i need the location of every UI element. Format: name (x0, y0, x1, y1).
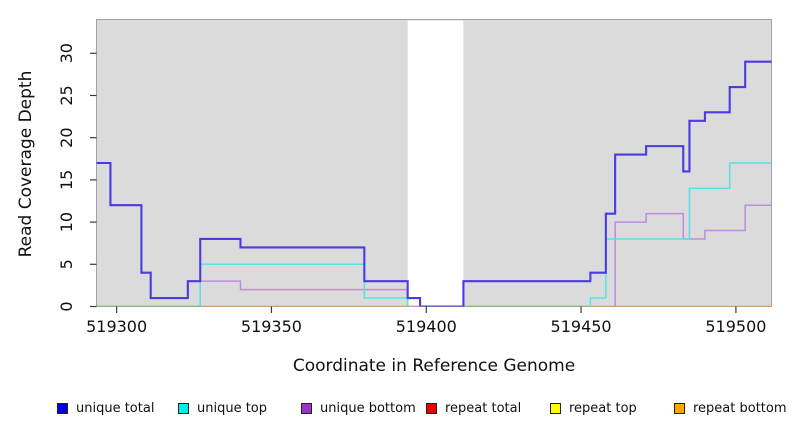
y-tick-label: 25 (57, 85, 76, 105)
legend-item-unique-total: unique total (57, 399, 154, 417)
y-tick-label: 20 (57, 127, 76, 147)
legend-swatch-repeat-total (426, 402, 437, 414)
y-tick-label: 0 (57, 301, 76, 311)
legend-item-unique-top: unique top (178, 399, 267, 417)
legend-label: unique total (76, 400, 155, 416)
coverage-gap-band (407, 20, 464, 306)
x-tick-label: 519300 (86, 317, 147, 336)
x-tick-label: 519450 (551, 317, 612, 336)
y-tick-label: 5 (57, 259, 76, 269)
legend: unique total unique top unique bottom repea… (0, 399, 792, 419)
x-axis-title: Coordinate in Reference Genome (292, 356, 576, 376)
legend-item-repeat-top: repeat top (550, 399, 637, 417)
legend-swatch-unique-top (178, 402, 189, 414)
legend-item-repeat-total: repeat total (426, 399, 521, 417)
y-tick-label: 30 (57, 43, 76, 63)
legend-label: repeat total (445, 400, 522, 416)
legend-swatch-repeat-bottom (674, 402, 685, 414)
legend-item-repeat-bottom: repeat bottom (674, 399, 787, 417)
legend-label: unique top (197, 400, 268, 416)
x-tick-label: 519500 (705, 317, 766, 336)
legend-label: repeat bottom (693, 400, 787, 416)
y-axis-title: Read Coverage Depth (16, 70, 36, 258)
legend-label: unique bottom (320, 400, 416, 416)
legend-swatch-repeat-top (550, 402, 561, 414)
series-lines (96, 60, 772, 307)
x-tick-label: 519400 (396, 317, 457, 336)
legend-label: repeat top (569, 400, 637, 416)
series-line-unique-total (96, 60, 772, 307)
legend-item-unique-bottom: unique bottom (301, 399, 416, 417)
legend-swatch-unique-total (57, 402, 68, 414)
x-tick-label: 519350 (241, 317, 302, 336)
y-tick-label: 15 (57, 170, 76, 190)
legend-swatch-unique-bottom (301, 402, 312, 414)
y-tick-label: 10 (57, 212, 76, 232)
